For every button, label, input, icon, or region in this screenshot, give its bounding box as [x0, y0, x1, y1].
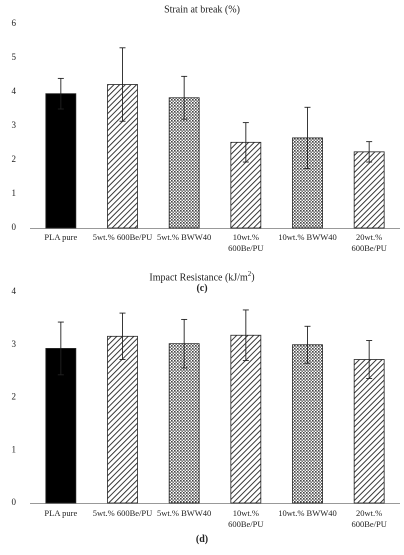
chart-title-superscript: 2 [248, 270, 252, 278]
chart-title: Impact Resistance (kJ/m2) [149, 270, 254, 284]
y-tick-label: 2 [12, 154, 17, 164]
category-label-line: 5wt.% BWW40 [157, 508, 211, 518]
category-label-0: PLA pure [44, 508, 77, 518]
category-label-line: 10wt.% BWW40 [278, 508, 337, 518]
y-tick-label: 4 [12, 286, 17, 296]
category-label-4: 10wt.% BWW40 [278, 508, 337, 518]
chart-layer: Strain at break (%) 0 1 2 3 4 5 6 PLA pure 5wt.% … [12, 4, 400, 545]
category-label-0: PLA pure [44, 232, 77, 242]
category-label-3: 10wt.% 600Be/PU [228, 508, 263, 529]
category-label-line: 5wt.% 600Be/PU [93, 508, 153, 518]
category-label-2: 5wt.% BWW40 [157, 508, 211, 518]
category-label-line: 10wt.% BWW40 [278, 232, 337, 242]
y-tick-label: 1 [12, 188, 17, 198]
chart-title-end: ) [251, 272, 254, 283]
category-label-1: 5wt.% 600Be/PU [93, 508, 153, 518]
y-tick-label: 0 [12, 497, 17, 507]
category-label-3: 10wt.% 600Be/PU [228, 232, 263, 253]
y-tick-label: 2 [12, 392, 17, 402]
category-label-line: 600Be/PU [228, 243, 263, 253]
category-label-line: 20wt.% [356, 232, 382, 242]
category-label-line: PLA pure [44, 508, 77, 518]
category-label-line: 5wt.% BWW40 [157, 232, 211, 242]
y-tick-label: 3 [12, 339, 17, 349]
category-label-line: 10wt.% [233, 232, 259, 242]
bar-4 [292, 344, 323, 504]
category-label-5: 20wt.% 600Be/PU [351, 508, 386, 529]
bar-5 [353, 151, 385, 229]
y-tick-label: 4 [12, 86, 17, 96]
y-tick-label: 3 [12, 120, 17, 130]
category-label-2: 5wt.% BWW40 [157, 232, 211, 242]
bar-0 [45, 93, 77, 229]
chart-title: Strain at break (%) [164, 4, 240, 15]
category-label-line: 600Be/PU [228, 519, 263, 529]
category-label-line: PLA pure [44, 232, 77, 242]
panel-label: (d) [196, 534, 208, 545]
chart-panel-1: Impact Resistance (kJ/m2) 0 1 2 3 4 PLA pure 5w… [12, 270, 400, 545]
chart-panel-0: Strain at break (%) 0 1 2 3 4 5 6 PLA pure 5wt.% … [12, 4, 400, 294]
panel-label: (c) [196, 283, 207, 294]
category-label-line: 10wt.% [233, 508, 259, 518]
category-label-1: 5wt.% 600Be/PU [93, 232, 153, 242]
category-label-line: 600Be/PU [351, 519, 386, 529]
bar-1 [107, 335, 138, 504]
category-label-line: 600Be/PU [351, 243, 386, 253]
bar-5 [353, 359, 385, 504]
y-tick-label: 1 [12, 444, 17, 454]
category-label-line: 20wt.% [356, 508, 382, 518]
bar-3 [230, 334, 262, 504]
y-tick-label: 5 [12, 52, 17, 62]
y-tick-label: 6 [12, 18, 17, 28]
category-label-5: 20wt.% 600Be/PU [351, 232, 386, 253]
bar-3 [230, 141, 262, 229]
bar-2 [168, 343, 200, 504]
category-label-line: 5wt.% 600Be/PU [93, 232, 153, 242]
category-label-4: 10wt.% BWW40 [278, 232, 337, 242]
y-tick-label: 0 [12, 222, 17, 232]
